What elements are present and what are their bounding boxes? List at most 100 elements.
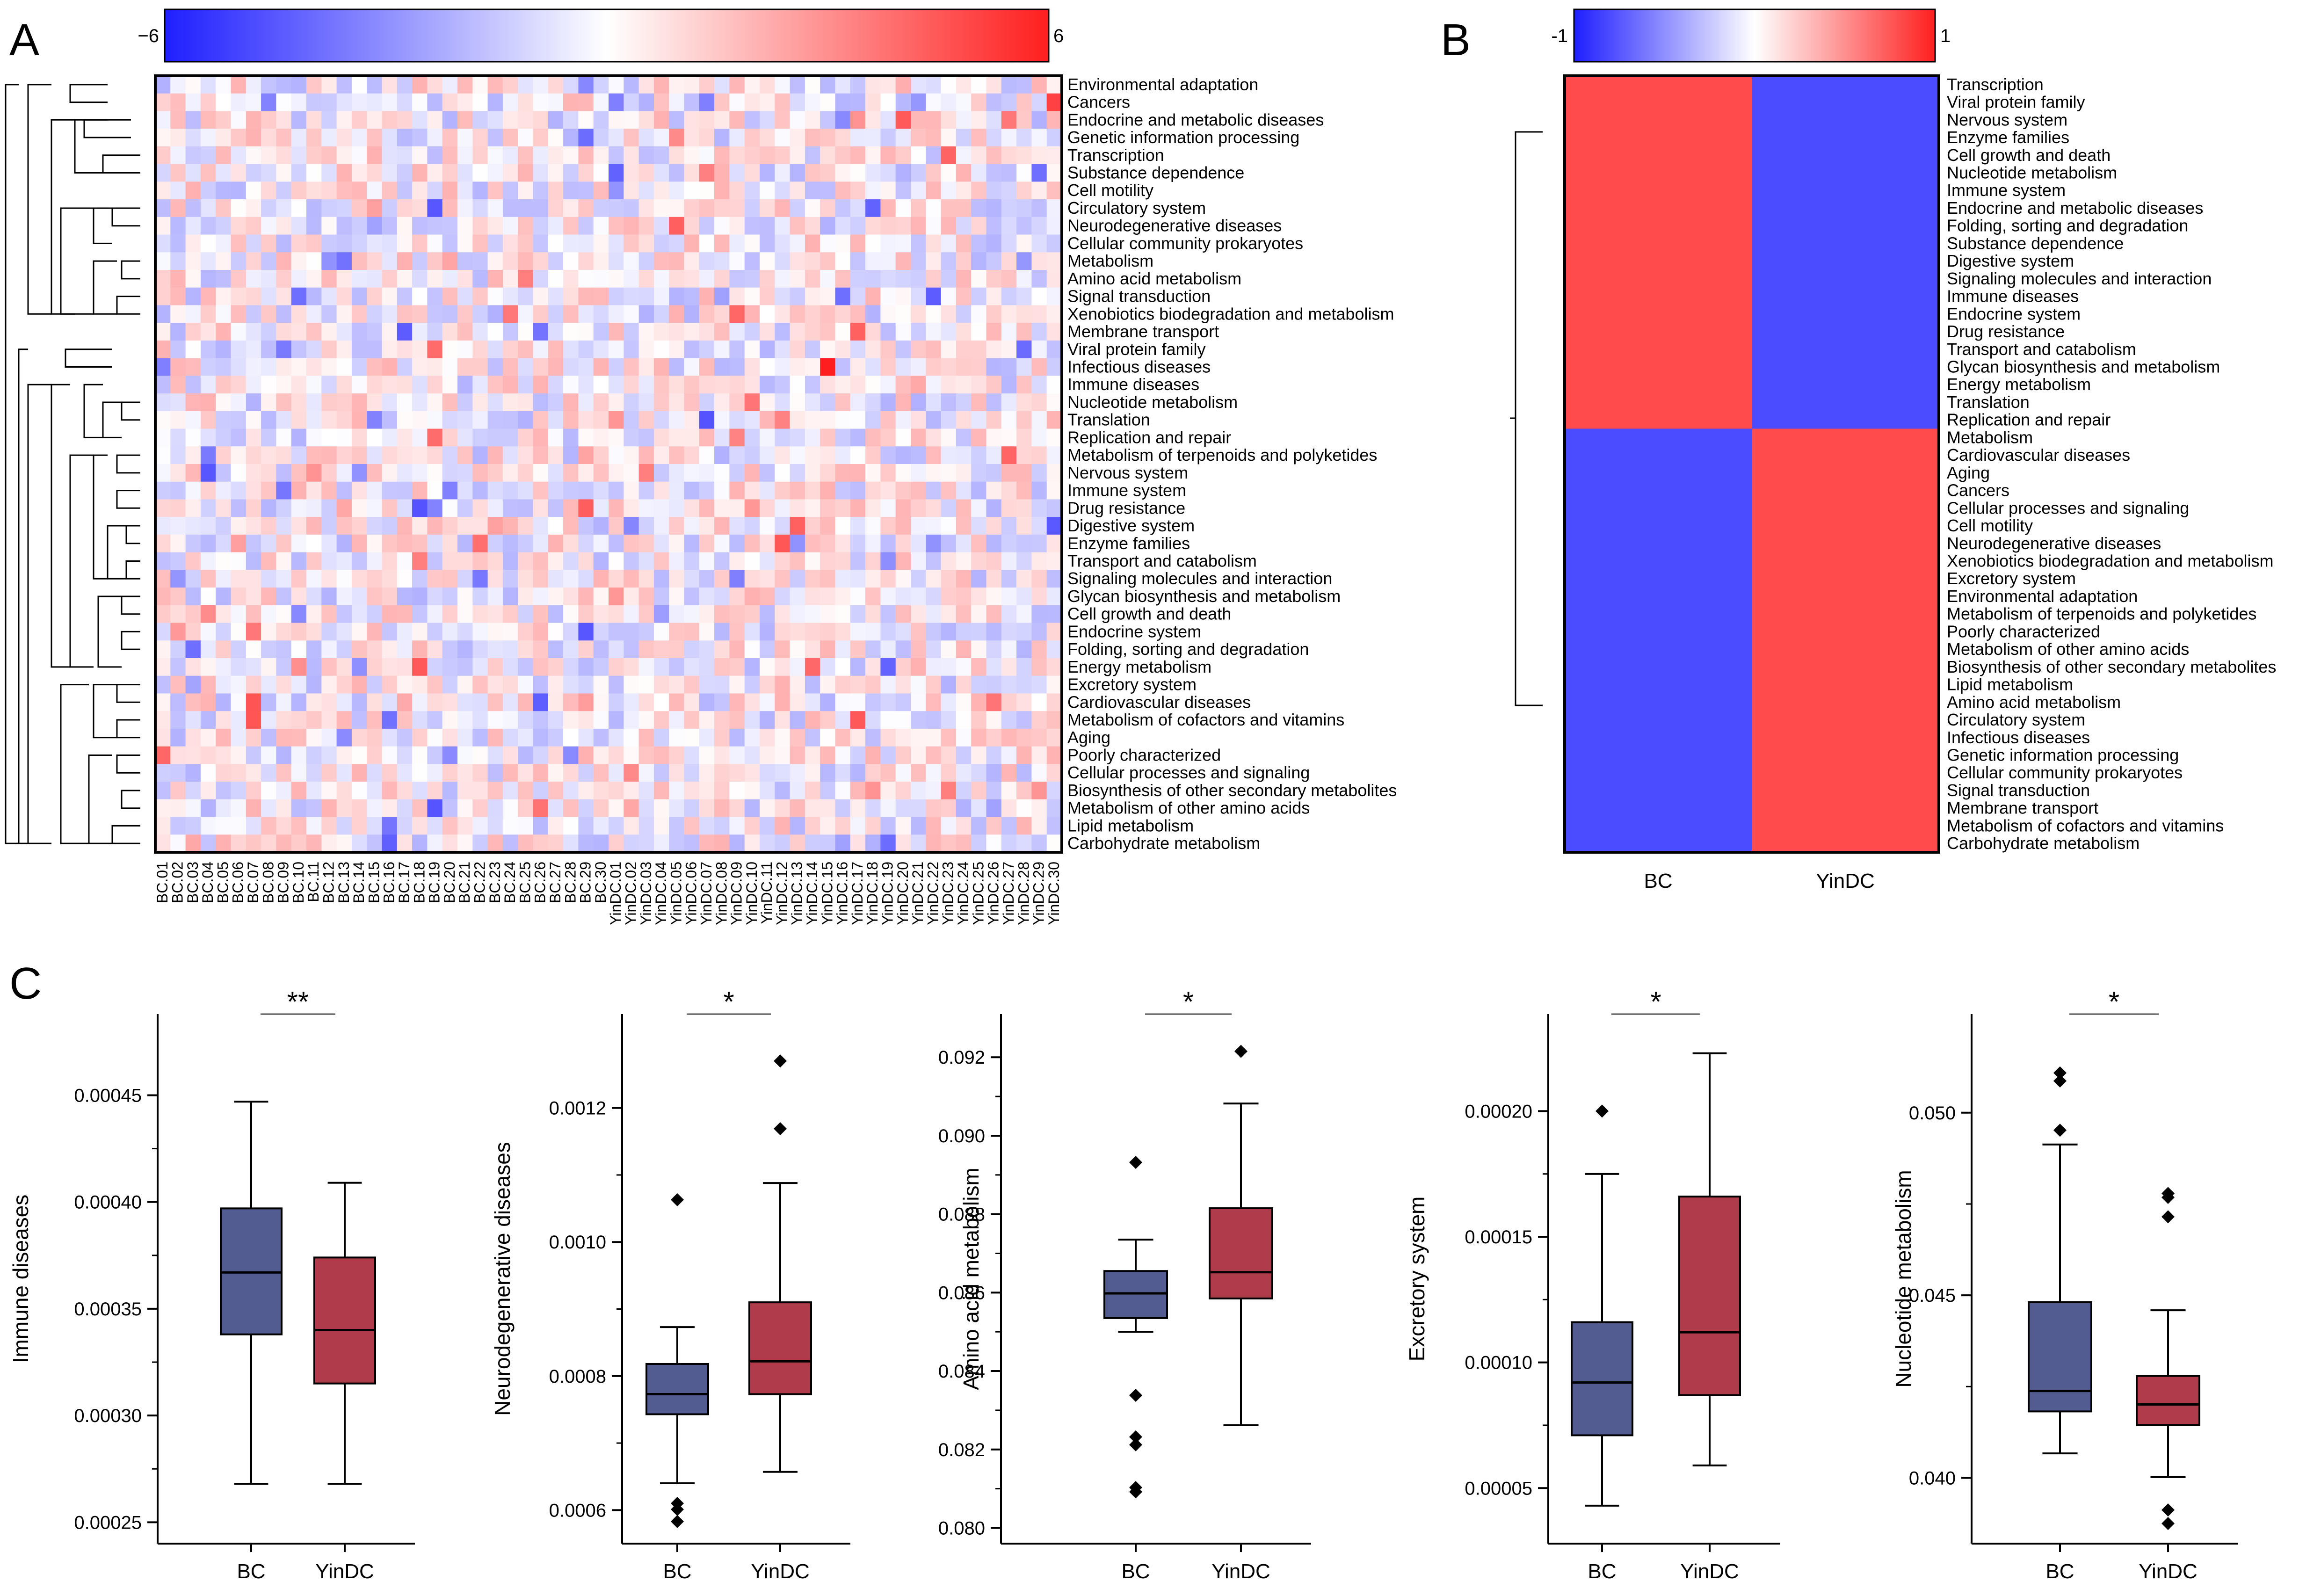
heatmap-a-cell xyxy=(321,252,337,270)
heatmap-a-cell xyxy=(412,129,428,147)
heatmap-a-cell xyxy=(699,817,715,835)
heatmap-a-cell xyxy=(744,640,760,659)
heatmap-a-cell xyxy=(457,728,473,747)
heatmap-a-cell xyxy=(624,93,639,112)
heatmap-a-cell xyxy=(956,764,972,782)
heatmap-a-cell xyxy=(699,605,715,624)
heatmap-a-cell xyxy=(820,181,836,200)
heatmap-a-column-label: BC.08 xyxy=(260,862,276,903)
heatmap-a-column-label: YinDC.03 xyxy=(638,862,654,925)
heatmap-a-cell xyxy=(336,111,352,129)
heatmap-a-cell xyxy=(609,517,624,535)
heatmap-a-cell xyxy=(472,93,488,112)
heatmap-a-cell xyxy=(170,287,186,306)
heatmap-a-cell xyxy=(971,358,987,376)
heatmap-a-cell xyxy=(367,640,383,659)
heatmap-a-cell xyxy=(593,834,609,853)
heatmap-a-cell xyxy=(729,111,745,129)
heatmap-a-cell xyxy=(336,358,352,376)
outlier-point xyxy=(1129,1438,1142,1451)
heatmap-a-cell xyxy=(971,588,987,606)
heatmap-a-cell xyxy=(760,111,775,129)
heatmap-a-cell xyxy=(880,711,896,729)
heatmap-b-row-label: Metabolism xyxy=(1947,428,2033,447)
heatmap-a-cell xyxy=(321,834,337,853)
heatmap-a-cell xyxy=(442,834,458,853)
heatmap-a-cell xyxy=(155,711,171,729)
heatmap-a-cell xyxy=(1031,764,1047,782)
heatmap-a-cell xyxy=(790,711,805,729)
heatmap-a-column-label: BC.21 xyxy=(456,862,473,903)
heatmap-a-cell xyxy=(472,181,488,200)
heatmap-a-cell xyxy=(382,640,398,659)
heatmap-a-cell xyxy=(1046,76,1062,94)
heatmap-a-cell xyxy=(775,340,791,359)
heatmap-a-cell xyxy=(563,464,579,482)
heatmap-a-cell xyxy=(185,711,201,729)
heatmap-b-row-label: Endocrine and metabolic diseases xyxy=(1947,198,2203,218)
y-tick-label: 0.00015 xyxy=(1465,1227,1532,1248)
heatmap-a-cell xyxy=(291,588,307,606)
heatmap-a-cell xyxy=(699,552,715,570)
heatmap-a-cell xyxy=(563,199,579,218)
heatmap-a-cell xyxy=(609,605,624,624)
heatmap-a-cell xyxy=(986,693,1002,711)
heatmap-a-cell xyxy=(457,287,473,306)
heatmap-a-cell xyxy=(926,270,942,288)
heatmap-b-row-label: Signal transduction xyxy=(1947,781,2090,800)
heatmap-a-cell xyxy=(216,675,232,694)
heatmap-a-cell xyxy=(941,711,957,729)
heatmap-a-cell xyxy=(533,393,549,412)
heatmap-a-cell xyxy=(502,481,518,500)
heatmap-a-cell xyxy=(216,570,232,588)
heatmap-a-cell xyxy=(760,481,775,500)
heatmap-a-cell xyxy=(246,340,261,359)
heatmap-a-cell xyxy=(291,287,307,306)
heatmap-a-cell xyxy=(880,340,896,359)
heatmap-a-cell xyxy=(155,411,171,429)
heatmap-a-cell xyxy=(865,517,881,535)
heatmap-a-cell xyxy=(200,623,216,641)
heatmap-a-column-label: BC.28 xyxy=(562,862,579,903)
dendrogram-branch xyxy=(65,348,112,368)
heatmap-a-cell xyxy=(699,675,715,694)
heatmap-a-cell xyxy=(231,199,247,218)
heatmap-a-cell xyxy=(351,393,367,412)
heatmap-a-cell xyxy=(351,129,367,147)
heatmap-a-cell xyxy=(276,376,292,394)
heatmap-a-cell xyxy=(457,340,473,359)
heatmap-a-cell xyxy=(1016,340,1032,359)
heatmap-a-cell xyxy=(865,623,881,641)
heatmap-a-cell xyxy=(926,728,942,747)
heatmap-a-cell xyxy=(1046,428,1062,447)
heatmap-a-cell xyxy=(684,305,700,323)
heatmap-a-cell xyxy=(850,199,866,218)
heatmap-a-cell xyxy=(170,782,186,800)
heatmap-a-cell xyxy=(548,764,564,782)
heatmap-a-cell xyxy=(714,588,730,606)
heatmap-a-cell xyxy=(926,446,942,464)
heatmap-a-cell xyxy=(427,817,443,835)
heatmap-a-cell xyxy=(200,588,216,606)
heatmap-a-cell xyxy=(669,499,685,517)
heatmap-a-cell xyxy=(261,799,276,818)
heatmap-a-cell xyxy=(1031,164,1047,182)
heatmap-a-cell xyxy=(593,305,609,323)
heatmap-a-cell xyxy=(321,588,337,606)
heatmap-a-cell xyxy=(699,305,715,323)
heatmap-a-cell xyxy=(880,146,896,165)
heatmap-a-cell xyxy=(548,728,564,747)
heatmap-a-cell xyxy=(956,270,972,288)
heatmap-a-cell xyxy=(412,588,428,606)
heatmap-a-cell xyxy=(669,782,685,800)
heatmap-a-cell xyxy=(669,411,685,429)
heatmap-a-row-label: Cellular processes and signaling xyxy=(1067,763,1310,782)
heatmap-a-cell xyxy=(472,464,488,482)
heatmap-a-cell xyxy=(261,640,276,659)
heatmap-a-cell xyxy=(971,146,987,165)
heatmap-a-column-label: BC.05 xyxy=(214,862,231,903)
heatmap-a-cell xyxy=(760,464,775,482)
heatmap-a-cell xyxy=(502,517,518,535)
heatmap-a-cell xyxy=(669,640,685,659)
heatmap-a-cell xyxy=(185,782,201,800)
